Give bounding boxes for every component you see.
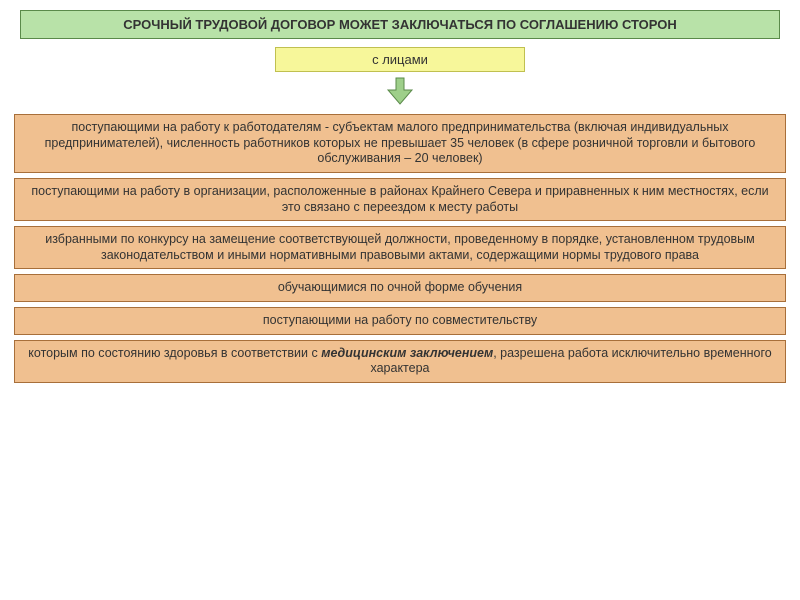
subheader: с лицами [275, 47, 525, 72]
item-text: поступающими на работу в организации, ра… [31, 184, 768, 214]
item-box: избранными по конкурсу на замещение соот… [14, 226, 786, 269]
item-box: поступающими на работу в организации, ра… [14, 178, 786, 221]
item-box: поступающими на работу к работодателям -… [14, 114, 786, 173]
main-header: СРОЧНЫЙ ТРУДОВОЙ ДОГОВОР МОЖЕТ ЗАКЛЮЧАТЬ… [20, 10, 780, 39]
item-box: обучающимися по очной форме обучения [14, 274, 786, 302]
arrow-container [14, 76, 786, 106]
items-column: поступающими на работу к работодателям -… [14, 114, 786, 383]
item-box: которым по состоянию здоровья в соответс… [14, 340, 786, 383]
item-text: избранными по конкурсу на замещение соот… [45, 232, 755, 262]
main-header-text: СРОЧНЫЙ ТРУДОВОЙ ДОГОВОР МОЖЕТ ЗАКЛЮЧАТЬ… [123, 17, 677, 32]
item-text: поступающими на работу к работодателям -… [45, 120, 756, 165]
down-arrow-icon [386, 76, 414, 106]
item-box: поступающими на работу по совместительст… [14, 307, 786, 335]
item-text: которым по состоянию здоровья в соответс… [28, 346, 771, 376]
subheader-text: с лицами [372, 52, 428, 67]
item-text: обучающимися по очной форме обучения [278, 280, 522, 294]
item-text: поступающими на работу по совместительст… [263, 313, 537, 327]
